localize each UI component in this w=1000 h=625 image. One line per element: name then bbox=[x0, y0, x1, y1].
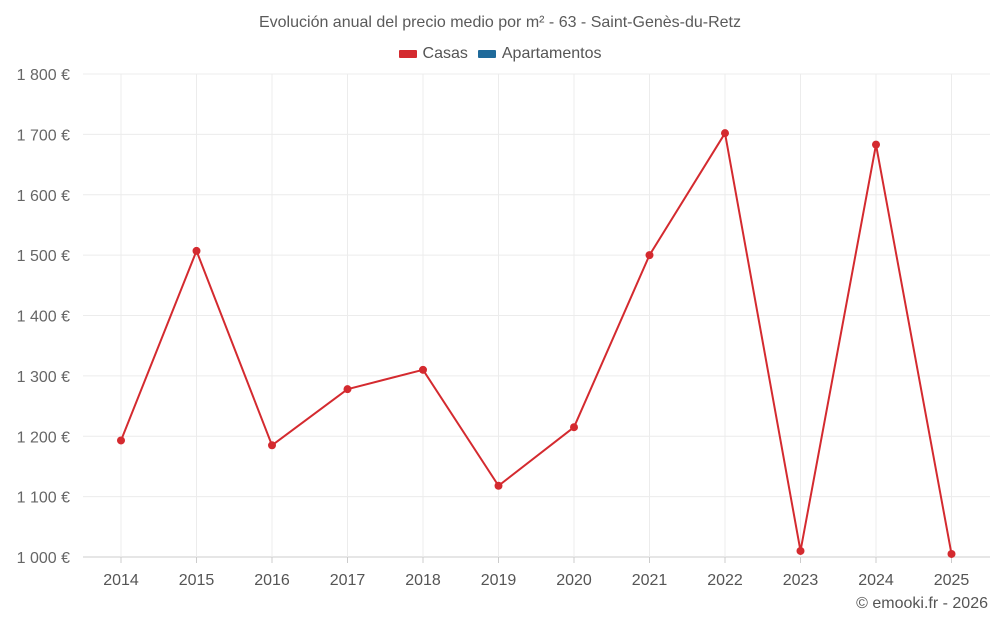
y-tick-label: 1 500 € bbox=[17, 248, 70, 265]
legend-swatch-apartamentos bbox=[477, 50, 496, 58]
y-tick-label: 1 800 € bbox=[17, 67, 70, 84]
y-axis: 1 000 € 1 100 € 1 200 € 1 300 € 1 400 € 1 500… bbox=[17, 67, 70, 567]
data-point-casas-2023 bbox=[796, 546, 805, 555]
x-tick-label: 2014 bbox=[103, 572, 139, 589]
x-tick-label: 2020 bbox=[556, 572, 592, 589]
y-tick-label: 1 300 € bbox=[17, 369, 70, 386]
credit-text: © emooki.fr - 2026 bbox=[856, 595, 988, 612]
data-point-casas-2017 bbox=[343, 385, 352, 394]
x-tick-label: 2025 bbox=[934, 572, 970, 589]
data-point-casas-2025 bbox=[947, 549, 956, 558]
y-tick-label: 1 600 € bbox=[17, 188, 70, 205]
data-point-casas-2014 bbox=[117, 436, 125, 445]
data-point-casas-2016 bbox=[268, 441, 276, 450]
y-tick-label: 1 200 € bbox=[17, 429, 70, 446]
legend-item-casas[interactable]: Casas bbox=[398, 45, 468, 63]
x-tick-label: 2016 bbox=[254, 572, 290, 589]
x-tick-label: 2021 bbox=[632, 572, 668, 589]
y-tick-label: 1 000 € bbox=[17, 550, 70, 567]
y-tick-label: 1 400 € bbox=[17, 309, 70, 326]
legend-label-apartamentos: Apartamentos bbox=[501, 45, 602, 62]
y-tick-label: 1 700 € bbox=[17, 127, 70, 144]
x-tick-label: 2018 bbox=[405, 572, 441, 589]
x-tick-label: 2024 bbox=[858, 572, 894, 589]
chart-legend: Casas Apartamentos bbox=[0, 45, 1000, 63]
legend-swatch-casas bbox=[398, 50, 417, 58]
data-point-casas-2021 bbox=[645, 251, 654, 260]
x-tick-label: 2022 bbox=[707, 572, 743, 589]
x-tick-label: 2015 bbox=[179, 572, 215, 589]
data-point-casas-2019 bbox=[494, 481, 503, 490]
x-tick-label: 2023 bbox=[783, 572, 819, 589]
series-line-casas bbox=[120, 132, 953, 555]
chart-title: Evolución anual del precio medio por m² … bbox=[258, 14, 741, 31]
x-tick-label: 2017 bbox=[330, 572, 366, 589]
legend-label-casas: Casas bbox=[422, 45, 468, 62]
grid-lines bbox=[83, 73, 990, 558]
data-point-casas-2020 bbox=[570, 423, 578, 432]
data-point-casas-2024 bbox=[872, 140, 880, 149]
data-point-casas-2022 bbox=[721, 129, 729, 138]
data-point-casas-2015 bbox=[192, 246, 201, 255]
series-layer bbox=[117, 129, 956, 558]
x-tick-label: 2019 bbox=[481, 572, 517, 589]
y-tick-label: 1 100 € bbox=[17, 490, 70, 507]
x-axis: 2014 2015 2016 2017 2018 2019 2020 2021 2022 2023… bbox=[103, 557, 969, 589]
data-point-casas-2018 bbox=[419, 365, 427, 374]
legend-item-apartamentos[interactable]: Apartamentos bbox=[477, 45, 602, 63]
